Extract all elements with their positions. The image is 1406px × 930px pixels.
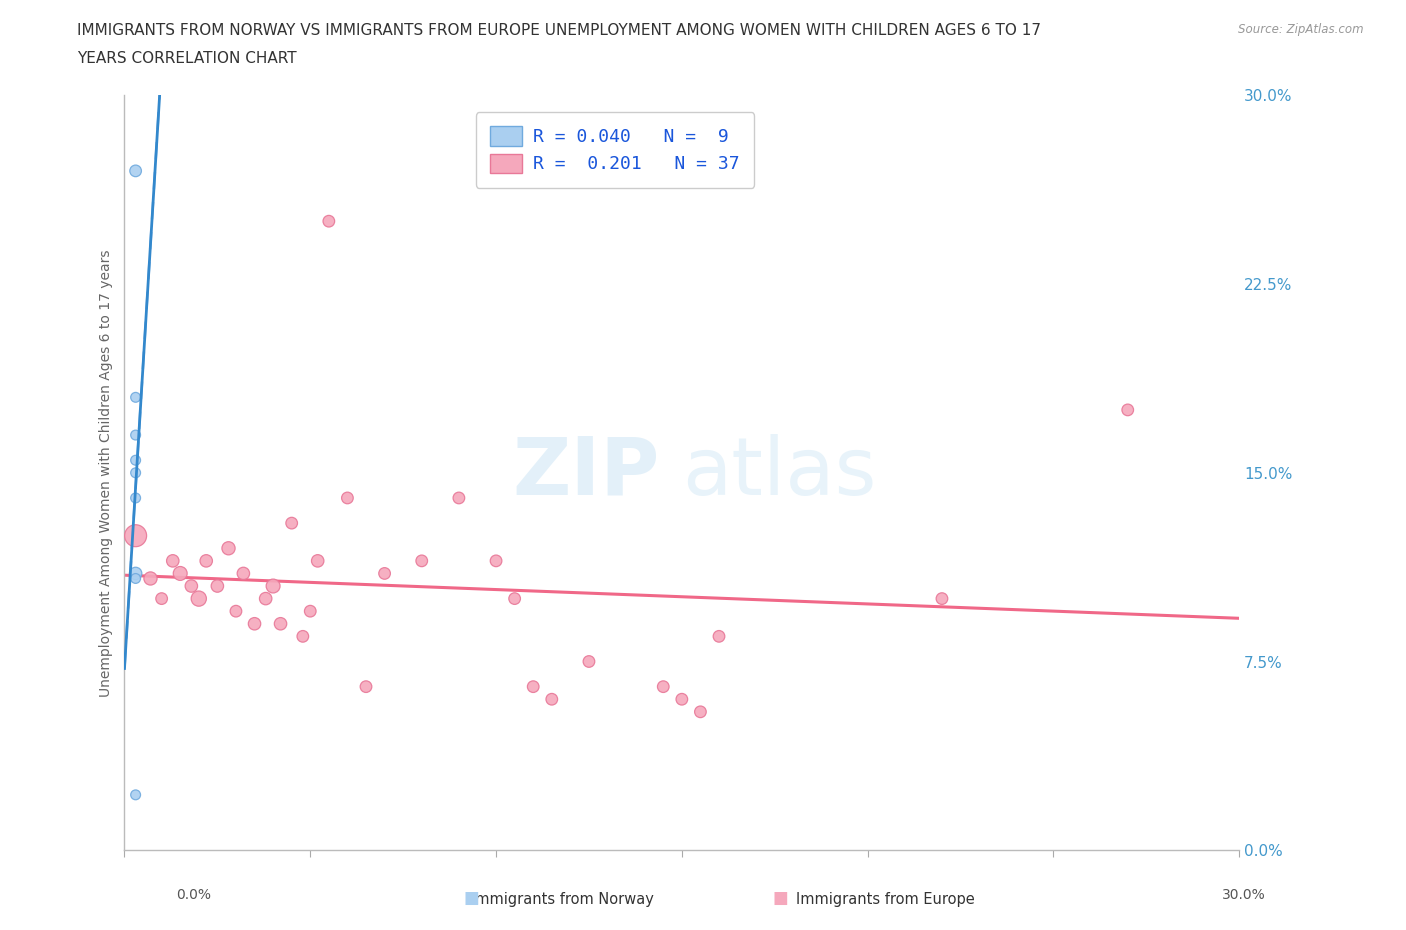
Point xyxy=(139,571,162,586)
Point xyxy=(124,566,146,581)
Point xyxy=(169,566,191,581)
Point xyxy=(150,591,173,606)
Point xyxy=(124,465,146,480)
Point xyxy=(652,679,675,694)
Point xyxy=(336,490,359,505)
Point xyxy=(689,704,711,719)
Point xyxy=(232,566,254,581)
Point xyxy=(299,604,322,618)
Legend: R = 0.040   N =  9, R =  0.201   N = 37: R = 0.040 N = 9, R = 0.201 N = 37 xyxy=(475,112,755,188)
Point xyxy=(307,553,329,568)
Text: Immigrants from Norway: Immigrants from Norway xyxy=(471,892,654,907)
Point xyxy=(578,654,600,669)
Point xyxy=(485,553,508,568)
Point xyxy=(218,541,240,556)
Y-axis label: Unemployment Among Women with Children Ages 6 to 17 years: Unemployment Among Women with Children A… xyxy=(100,249,114,697)
Point xyxy=(180,578,202,593)
Text: IMMIGRANTS FROM NORWAY VS IMMIGRANTS FROM EUROPE UNEMPLOYMENT AMONG WOMEN WITH C: IMMIGRANTS FROM NORWAY VS IMMIGRANTS FRO… xyxy=(77,23,1042,38)
Point xyxy=(187,591,209,606)
Text: 0.0%: 0.0% xyxy=(176,888,211,902)
Text: YEARS CORRELATION CHART: YEARS CORRELATION CHART xyxy=(77,51,297,66)
Point xyxy=(124,164,146,179)
Text: Source: ZipAtlas.com: Source: ZipAtlas.com xyxy=(1239,23,1364,36)
Point xyxy=(931,591,953,606)
Point xyxy=(671,692,693,707)
Point xyxy=(124,788,146,803)
Point xyxy=(1116,403,1139,418)
Text: ■: ■ xyxy=(463,889,479,907)
Point xyxy=(540,692,562,707)
Point xyxy=(225,604,247,618)
Point xyxy=(503,591,526,606)
Point xyxy=(195,553,218,568)
Point xyxy=(291,629,314,644)
Point xyxy=(124,571,146,586)
Point xyxy=(374,566,396,581)
Point xyxy=(707,629,730,644)
Point xyxy=(354,679,377,694)
Point xyxy=(280,515,302,530)
Text: atlas: atlas xyxy=(682,433,876,512)
Point xyxy=(124,528,146,543)
Point xyxy=(162,553,184,568)
Point xyxy=(254,591,277,606)
Point xyxy=(124,453,146,468)
Text: 30.0%: 30.0% xyxy=(1222,888,1265,902)
Point xyxy=(411,553,433,568)
Text: ZIP: ZIP xyxy=(512,433,659,512)
Point xyxy=(207,578,229,593)
Point xyxy=(124,428,146,443)
Point xyxy=(124,490,146,505)
Point xyxy=(124,390,146,405)
Point xyxy=(318,214,340,229)
Text: ■: ■ xyxy=(772,889,789,907)
Point xyxy=(270,617,292,631)
Point xyxy=(243,617,266,631)
Point xyxy=(447,490,470,505)
Point xyxy=(262,578,284,593)
Text: Immigrants from Europe: Immigrants from Europe xyxy=(796,892,976,907)
Point xyxy=(522,679,544,694)
